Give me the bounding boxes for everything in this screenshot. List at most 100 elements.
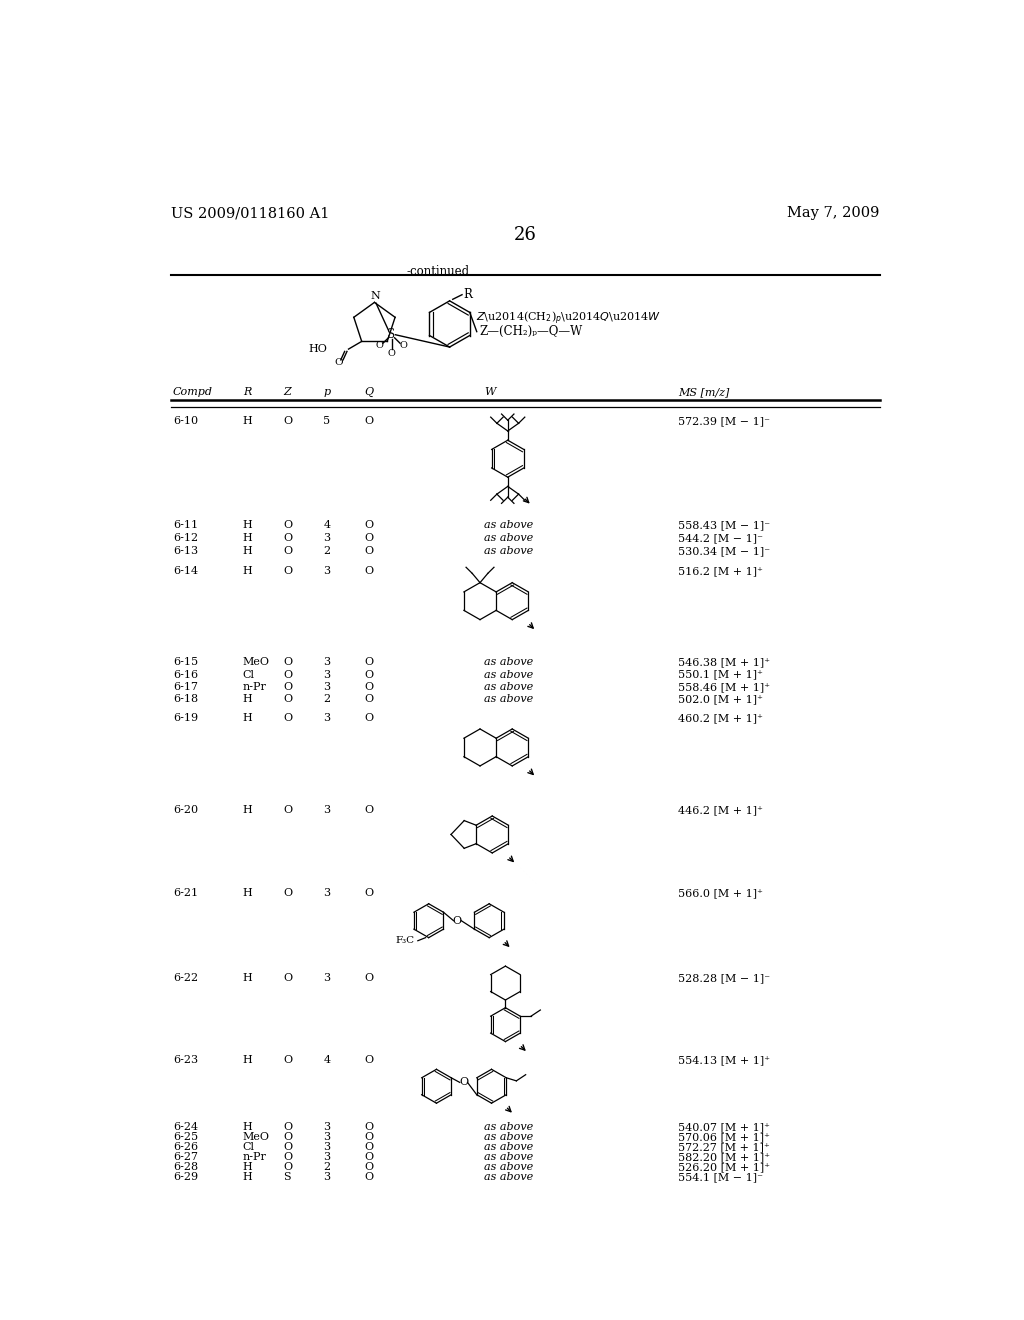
Text: O: O: [365, 1056, 374, 1065]
Text: R: R: [243, 387, 251, 397]
Text: 502.0 [M + 1]⁺: 502.0 [M + 1]⁺: [678, 694, 763, 705]
Text: O: O: [365, 533, 374, 544]
Text: Q: Q: [365, 387, 374, 397]
Text: O: O: [283, 1163, 292, 1172]
Text: 3: 3: [324, 1122, 331, 1133]
Text: O: O: [376, 341, 384, 350]
Text: as above: as above: [484, 694, 534, 705]
Text: O: O: [283, 669, 292, 680]
Text: 6-20: 6-20: [173, 805, 198, 816]
Text: 6-21: 6-21: [173, 888, 198, 899]
Text: 6-10: 6-10: [173, 416, 198, 426]
Text: 3: 3: [324, 973, 331, 983]
Text: MeO: MeO: [243, 657, 269, 668]
Text: 554.13 [M + 1]⁺: 554.13 [M + 1]⁺: [678, 1056, 770, 1065]
Text: O: O: [365, 1172, 374, 1183]
Text: O: O: [365, 1152, 374, 1163]
Text: 6-14: 6-14: [173, 566, 198, 577]
Text: 2: 2: [324, 1163, 331, 1172]
Text: 540.07 [M + 1]⁺: 540.07 [M + 1]⁺: [678, 1122, 770, 1133]
Text: H: H: [243, 533, 253, 544]
Text: O: O: [365, 520, 374, 531]
Text: MeO: MeO: [243, 1133, 269, 1142]
Text: as above: as above: [484, 546, 534, 557]
Text: 6-23: 6-23: [173, 1056, 198, 1065]
Text: HO: HO: [308, 345, 328, 354]
Text: as above: as above: [484, 1133, 534, 1142]
Text: O: O: [283, 682, 292, 692]
Text: O: O: [283, 1152, 292, 1163]
Text: 6-22: 6-22: [173, 973, 198, 983]
Text: O: O: [283, 566, 292, 577]
Text: S: S: [283, 1172, 291, 1183]
Text: 4: 4: [324, 520, 331, 531]
Text: H: H: [243, 805, 253, 816]
Text: US 2009/0118160 A1: US 2009/0118160 A1: [171, 206, 329, 220]
Text: 460.2 [M + 1]⁺: 460.2 [M + 1]⁺: [678, 713, 763, 723]
Text: as above: as above: [484, 657, 534, 668]
Text: H: H: [243, 888, 253, 899]
Text: O: O: [283, 694, 292, 705]
Text: O: O: [459, 1077, 468, 1088]
Text: 3: 3: [324, 1143, 331, 1152]
Text: 6-27: 6-27: [173, 1152, 198, 1163]
Text: -continued: -continued: [407, 264, 470, 277]
Text: 3: 3: [324, 657, 331, 668]
Text: 6-26: 6-26: [173, 1143, 198, 1152]
Text: 6-17: 6-17: [173, 682, 198, 692]
Text: 572.27 [M + 1]⁺: 572.27 [M + 1]⁺: [678, 1143, 770, 1152]
Text: 582.20 [M + 1]⁺: 582.20 [M + 1]⁺: [678, 1152, 770, 1163]
Text: O: O: [283, 533, 292, 544]
Text: as above: as above: [484, 520, 534, 531]
Text: O: O: [365, 888, 374, 899]
Text: 6-13: 6-13: [173, 546, 198, 557]
Text: 516.2 [M + 1]⁺: 516.2 [M + 1]⁺: [678, 566, 763, 577]
Text: 526.20 [M + 1]⁺: 526.20 [M + 1]⁺: [678, 1163, 770, 1172]
Text: O: O: [283, 657, 292, 668]
Text: R: R: [464, 288, 472, 301]
Text: 3: 3: [324, 682, 331, 692]
Text: 530.34 [M − 1]⁻: 530.34 [M − 1]⁻: [678, 546, 770, 557]
Text: n-Pr: n-Pr: [243, 682, 266, 692]
Text: 572.39 [M − 1]⁻: 572.39 [M − 1]⁻: [678, 416, 770, 426]
Text: O: O: [283, 888, 292, 899]
Text: 544.2 [M − 1]⁻: 544.2 [M − 1]⁻: [678, 533, 763, 544]
Text: Z: Z: [283, 387, 291, 397]
Text: 528.28 [M − 1]⁻: 528.28 [M − 1]⁻: [678, 973, 770, 983]
Text: 6-15: 6-15: [173, 657, 198, 668]
Text: H: H: [243, 416, 253, 426]
Text: O: O: [283, 1056, 292, 1065]
Text: 6-12: 6-12: [173, 533, 198, 544]
Text: 566.0 [M + 1]⁺: 566.0 [M + 1]⁺: [678, 888, 763, 899]
Text: O: O: [334, 359, 343, 367]
Text: p: p: [324, 387, 331, 397]
Text: 550.1 [M + 1]⁺: 550.1 [M + 1]⁺: [678, 669, 763, 680]
Text: O: O: [365, 682, 374, 692]
Text: O: O: [365, 416, 374, 426]
Text: O: O: [365, 1143, 374, 1152]
Text: O: O: [283, 520, 292, 531]
Text: O: O: [283, 973, 292, 983]
Text: O: O: [365, 973, 374, 983]
Text: May 7, 2009: May 7, 2009: [787, 206, 880, 220]
Text: 3: 3: [324, 1133, 331, 1142]
Text: Z—(CH₂)ₚ—Q—W: Z—(CH₂)ₚ—Q—W: [479, 325, 583, 338]
Text: 4: 4: [324, 1056, 331, 1065]
Text: S: S: [387, 329, 395, 342]
Text: 546.38 [M + 1]⁺: 546.38 [M + 1]⁺: [678, 657, 770, 668]
Text: O: O: [365, 713, 374, 723]
Text: H: H: [243, 1122, 253, 1133]
Text: O: O: [365, 669, 374, 680]
Text: H: H: [243, 566, 253, 577]
Text: 2: 2: [324, 694, 331, 705]
Text: O: O: [365, 546, 374, 557]
Text: Cl: Cl: [243, 669, 255, 680]
Text: n-Pr: n-Pr: [243, 1152, 266, 1163]
Text: H: H: [243, 1163, 253, 1172]
Text: as above: as above: [484, 669, 534, 680]
Text: O: O: [283, 416, 292, 426]
Text: as above: as above: [484, 1172, 534, 1183]
Text: O: O: [365, 566, 374, 577]
Text: O: O: [387, 348, 395, 358]
Text: 6-25: 6-25: [173, 1133, 198, 1142]
